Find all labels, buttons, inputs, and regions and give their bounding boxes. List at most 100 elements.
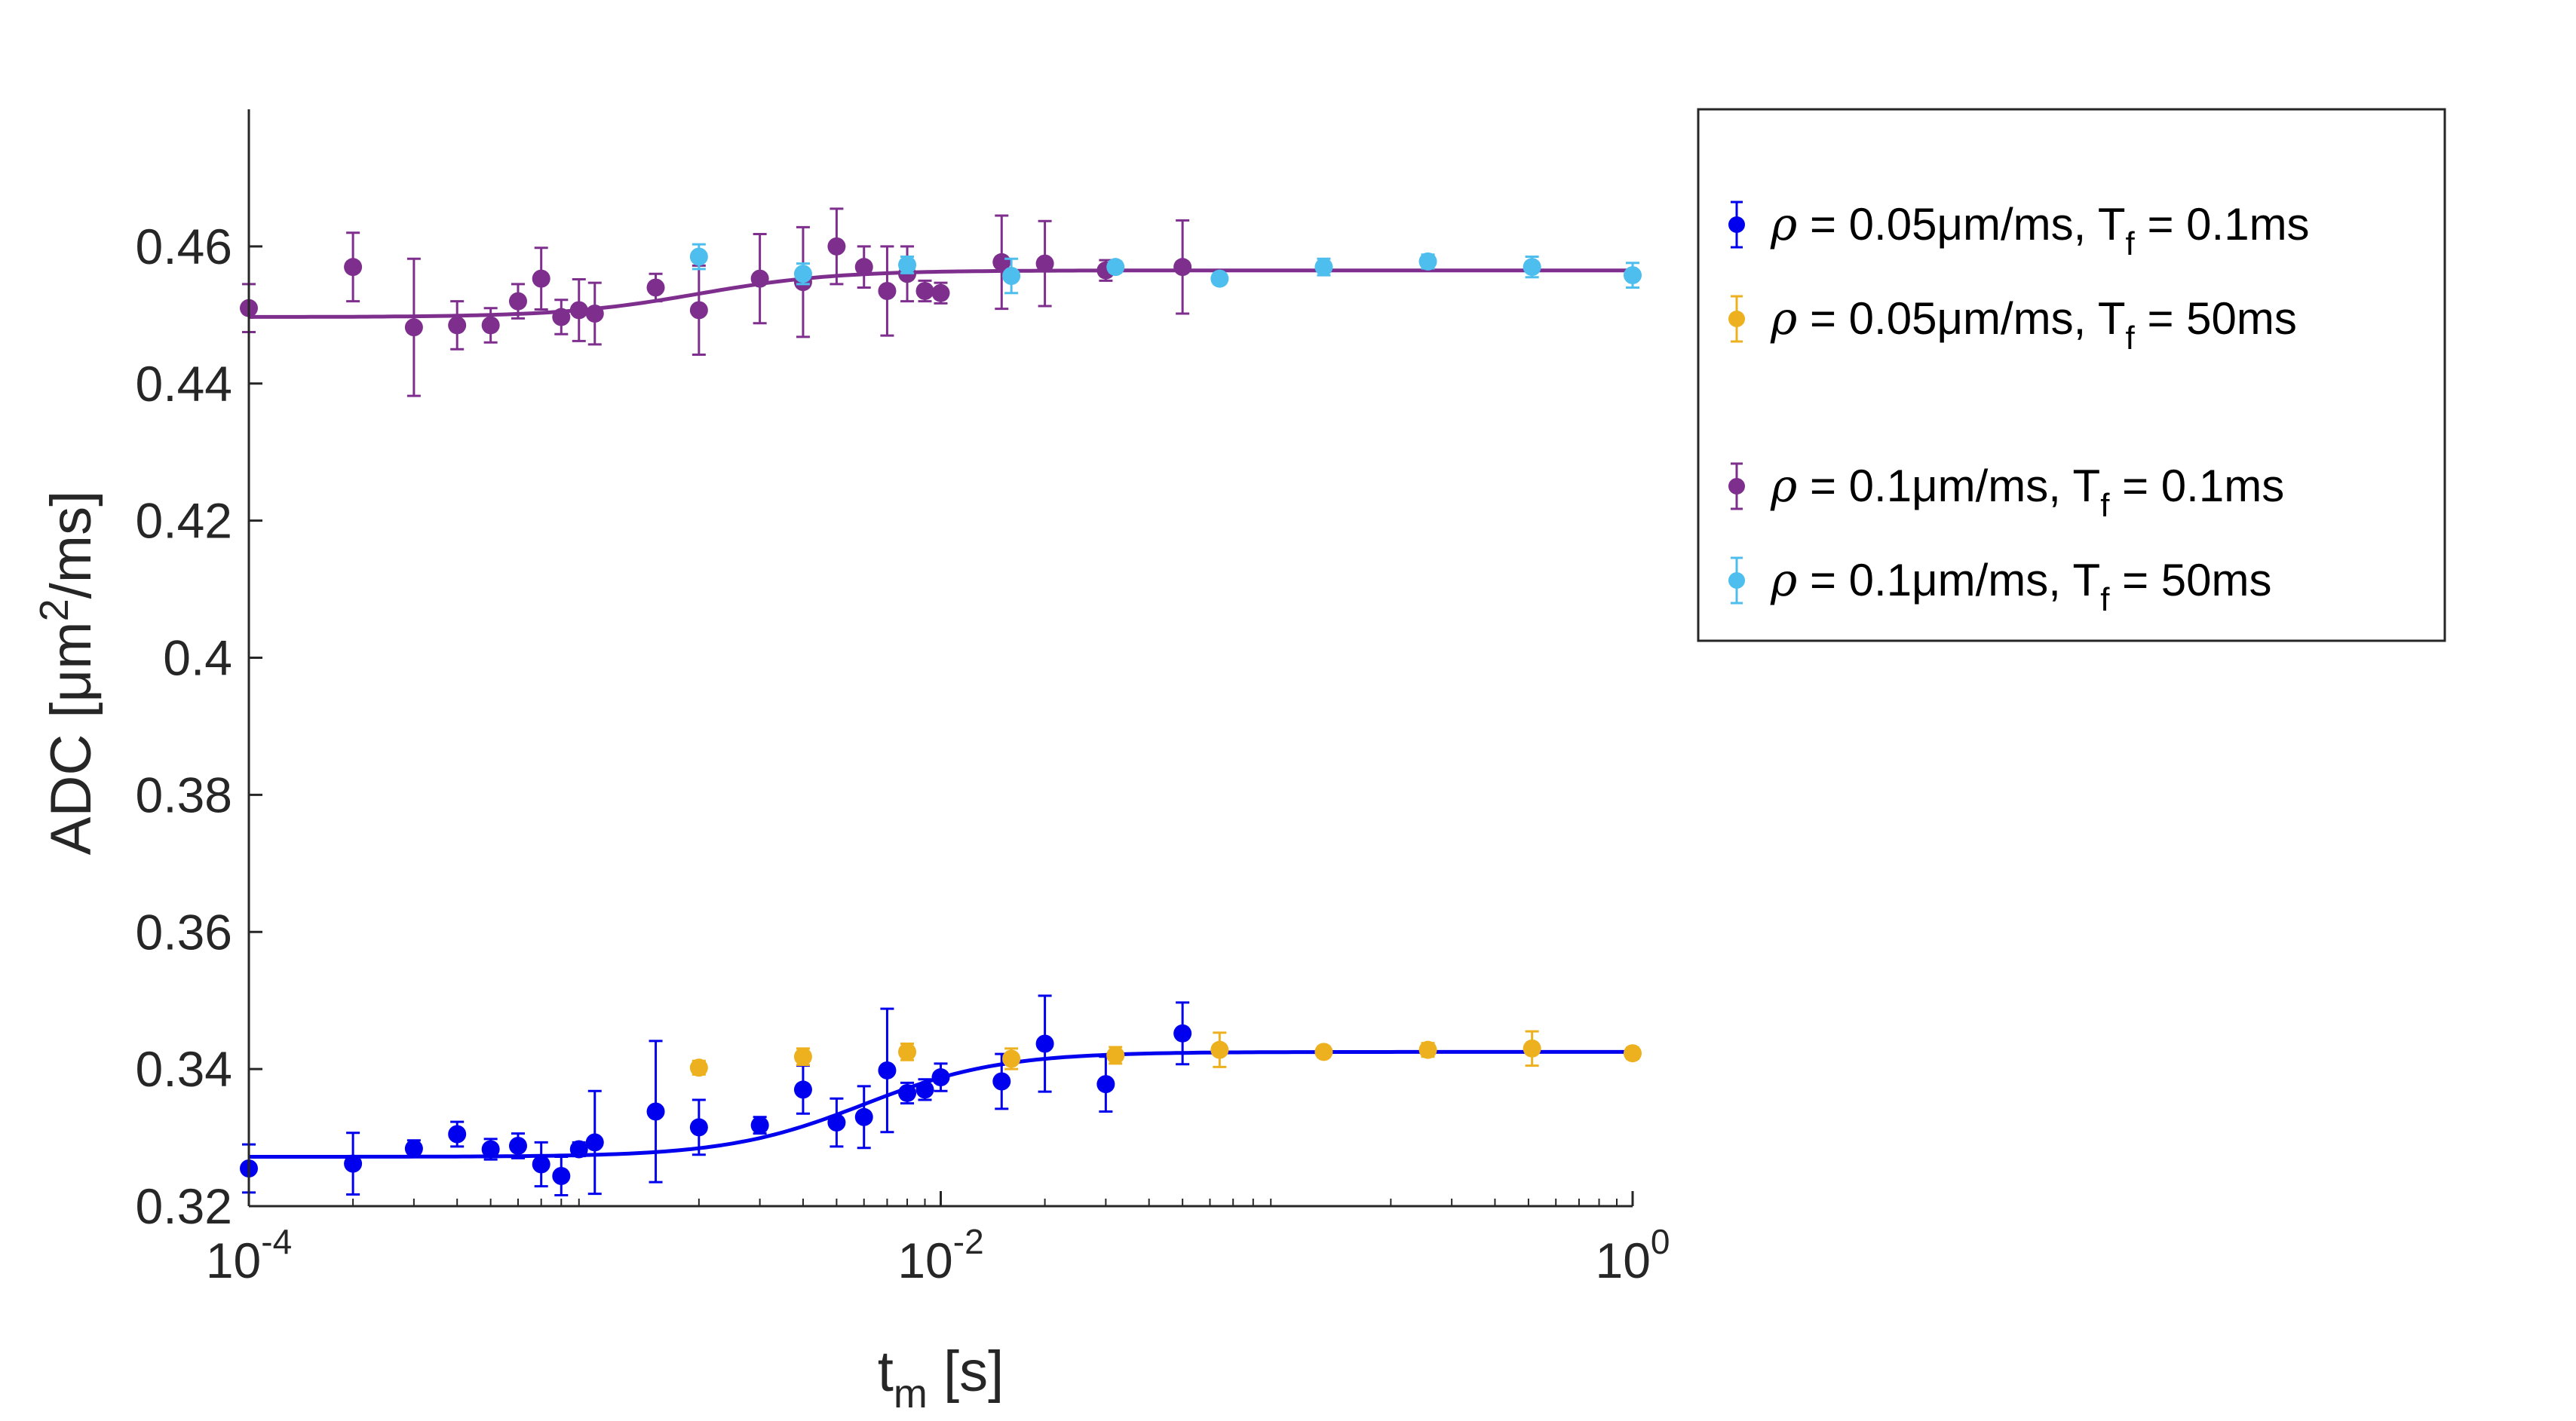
data-point-series-3 — [1002, 266, 1021, 285]
data-point-series-0 — [750, 1116, 769, 1135]
data-point-series-0 — [793, 1080, 812, 1099]
data-point-series-0 — [585, 1133, 604, 1152]
data-point-series-0 — [552, 1166, 571, 1185]
data-point-series-2 — [1035, 254, 1054, 273]
data-point-series-0 — [827, 1113, 846, 1132]
legend-rho-symbol: ρ — [1770, 554, 1797, 607]
y-tick-label: 0.34 — [136, 1041, 232, 1097]
x-tick-exponent: -4 — [261, 1222, 292, 1261]
data-point-series-0 — [854, 1107, 873, 1126]
x-tick-exponent: -2 — [953, 1222, 984, 1261]
x-tick-base: 10 — [206, 1233, 261, 1288]
data-point-series-0 — [508, 1136, 527, 1155]
data-point-series-3 — [898, 256, 917, 274]
data-point-series-0 — [898, 1083, 917, 1102]
x-tick-label: 10-4 — [206, 1222, 292, 1288]
x-tick-label: 100 — [1595, 1222, 1670, 1288]
legend-rho-symbol: ρ — [1770, 198, 1797, 251]
data-point-series-0 — [992, 1072, 1011, 1091]
data-point-series-2 — [569, 301, 588, 320]
legend-rho-symbol: ρ — [1770, 460, 1797, 513]
legend-entry-subscript: f — [2126, 225, 2136, 262]
data-point-series-0 — [344, 1154, 363, 1173]
x-tick-base: 10 — [897, 1233, 952, 1288]
data-point-series-3 — [1106, 258, 1125, 277]
y-tick-label: 0.32 — [136, 1178, 232, 1234]
data-point-series-1 — [1624, 1044, 1642, 1063]
y-tick-label: 0.38 — [136, 767, 232, 822]
data-point-series-3 — [1523, 258, 1541, 277]
legend-entry-text: = 0.1μm/ms, T — [1797, 555, 2100, 605]
data-point-series-3 — [1418, 252, 1437, 271]
legend-marker — [1728, 572, 1745, 589]
legend-entry-label: ρ = 0.05μm/ms, Tf = 50ms — [1770, 292, 2297, 357]
data-point-series-2 — [915, 281, 934, 300]
x-tick-exponent: 0 — [1651, 1222, 1670, 1261]
data-point-series-1 — [1106, 1046, 1125, 1064]
data-point-series-2 — [646, 278, 665, 297]
x-axis-label: tm [s] — [878, 1340, 1004, 1416]
data-point-series-0 — [1173, 1024, 1192, 1043]
data-point-series-2 — [481, 316, 500, 335]
data-point-series-1 — [1523, 1039, 1541, 1058]
data-point-series-3 — [689, 247, 708, 266]
data-point-series-0 — [532, 1155, 550, 1174]
data-point-series-1 — [898, 1043, 917, 1061]
data-point-series-0 — [689, 1118, 708, 1137]
data-point-series-3 — [1210, 269, 1229, 288]
data-point-series-2 — [508, 292, 527, 311]
data-point-series-2 — [750, 269, 769, 288]
legend-entry-label: ρ = 0.1μm/ms, Tf = 50ms — [1770, 554, 2272, 618]
data-point-series-0 — [931, 1068, 950, 1087]
data-point-series-2 — [532, 269, 550, 288]
y-tick-label: 0.44 — [136, 356, 232, 412]
data-point-series-0 — [915, 1080, 934, 1099]
legend-entry-subscript: f — [2126, 320, 2136, 357]
y-axis-label-prefix: ADC [μm — [39, 621, 103, 855]
x-axis-label-main: t — [878, 1340, 894, 1404]
data-point-series-0 — [1035, 1034, 1054, 1053]
x-axis-label-subscript: m — [894, 1371, 928, 1416]
legend-entry-subscript: f — [2100, 487, 2110, 524]
legend-marker — [1728, 311, 1745, 327]
y-axis-label-superscript: 2 — [32, 599, 77, 621]
legend-entry-tail: = 0.1ms — [2109, 461, 2284, 511]
x-axis-label-unit: [s] — [928, 1340, 1004, 1404]
data-point-series-1 — [1210, 1040, 1229, 1059]
data-point-series-0 — [481, 1140, 500, 1159]
legend-entry-label: ρ = 0.1μm/ms, Tf = 0.1ms — [1770, 460, 2284, 524]
data-point-series-0 — [569, 1140, 588, 1159]
y-axis-label: ADC [μm2/ms] — [32, 491, 103, 855]
data-point-series-1 — [689, 1058, 708, 1077]
data-point-series-2 — [854, 258, 873, 277]
x-tick-base: 10 — [1595, 1233, 1650, 1288]
data-point-series-1 — [1002, 1049, 1021, 1068]
data-point-series-1 — [1418, 1040, 1437, 1059]
data-point-series-0 — [878, 1061, 897, 1080]
legend-entry-text: = 0.05μm/ms, T — [1797, 293, 2125, 344]
y-tick-label: 0.4 — [163, 630, 232, 686]
y-tick-label: 0.46 — [136, 219, 232, 274]
data-point-series-3 — [1624, 266, 1642, 285]
legend-marker — [1728, 216, 1745, 233]
legend-entry-tail: = 0.1ms — [2135, 199, 2310, 250]
data-point-series-0 — [448, 1125, 467, 1144]
legend-marker — [1728, 478, 1745, 495]
legend-entry-text: = 0.1μm/ms, T — [1797, 461, 2100, 511]
legend-rho-symbol: ρ — [1770, 292, 1797, 345]
data-point-series-0 — [646, 1102, 665, 1121]
legend-entry-subscript: f — [2100, 581, 2110, 618]
data-point-series-1 — [1314, 1043, 1333, 1061]
legend-entry-label: ρ = 0.05μm/ms, Tf = 0.1ms — [1770, 198, 2310, 262]
legend-entry-tail: = 50ms — [2135, 293, 2297, 344]
data-point-series-2 — [689, 301, 708, 320]
data-point-series-2 — [1173, 258, 1192, 277]
plot-area — [240, 207, 1642, 1196]
data-point-series-3 — [1314, 258, 1333, 277]
data-point-series-1 — [793, 1047, 812, 1066]
data-point-series-2 — [827, 237, 846, 256]
data-point-series-2 — [878, 281, 897, 300]
